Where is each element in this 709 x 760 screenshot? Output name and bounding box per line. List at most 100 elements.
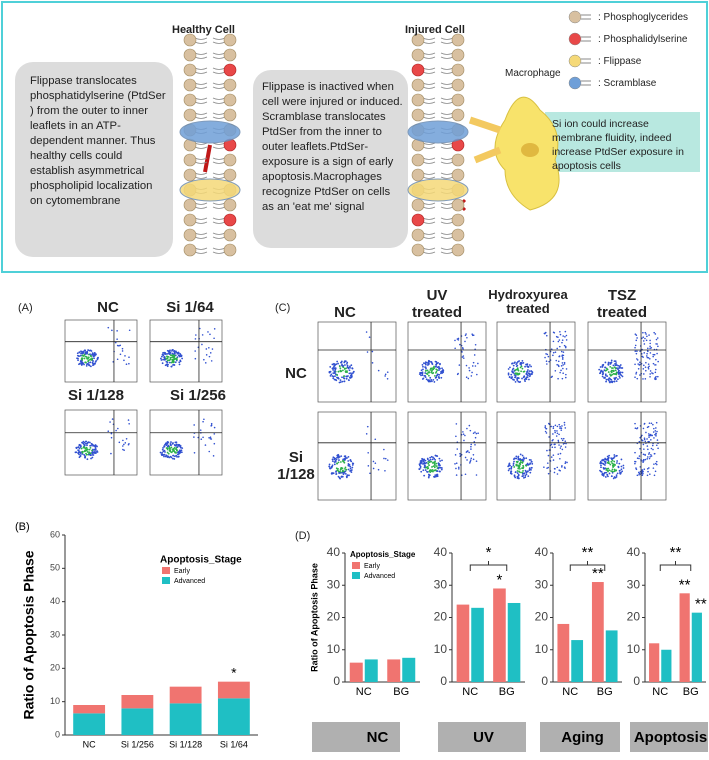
flow-dot (351, 466, 354, 469)
significance: ** (695, 596, 707, 613)
flow-dot (526, 373, 529, 376)
flow-dot (655, 433, 658, 435)
flow-dot (351, 462, 354, 465)
flow-dot (419, 465, 422, 468)
flow-dot (465, 364, 468, 367)
lipid-head (223, 168, 237, 182)
flow-dot (553, 332, 556, 334)
flow-dot (116, 330, 118, 332)
flow-dot (422, 469, 425, 472)
flow-dot (174, 361, 177, 364)
flow-dot (344, 470, 347, 473)
bar-segment (169, 686, 202, 704)
flow-dot (557, 360, 560, 363)
flow-dot (384, 375, 386, 377)
flow-dot (609, 463, 612, 466)
flow-dot (653, 463, 655, 465)
macrophage-label: Macrophage (505, 68, 561, 79)
flow-dot (620, 465, 623, 468)
flow-dot (77, 446, 80, 449)
flow-dot (601, 375, 604, 378)
flow-dot (471, 333, 473, 335)
lipid-head (451, 243, 465, 257)
flow-dot (210, 360, 213, 362)
flow-dot (603, 369, 606, 372)
flow-dot (425, 369, 427, 372)
flow-dot (384, 457, 387, 460)
y-axis-label: Ratio of Apoptosis Phase (21, 550, 37, 719)
flow-dot (163, 351, 166, 354)
flow-dot (337, 377, 340, 380)
flow-dot (645, 361, 647, 364)
flow-dot (615, 372, 618, 375)
panel-label: (C) (275, 302, 291, 314)
flow-dot (516, 470, 519, 472)
flow-dot (634, 462, 636, 465)
flow-dot (435, 462, 438, 465)
flow-dot (647, 425, 650, 428)
flow-dot (181, 447, 184, 450)
flow-dot (469, 429, 472, 432)
flow-dot (440, 376, 443, 379)
flow-dot (339, 461, 342, 463)
flow-dot (86, 363, 88, 366)
flow-dot (89, 361, 92, 364)
flow-dot (79, 452, 82, 455)
flow-dot (604, 376, 607, 379)
flow-dot (462, 357, 465, 359)
flow-dot (516, 377, 519, 380)
flow-dot (642, 368, 645, 370)
flow-dot (427, 460, 430, 463)
group-label: NC (367, 729, 389, 746)
flow-dot (550, 425, 552, 428)
flow-dot (424, 459, 427, 462)
flow-dot (339, 470, 341, 473)
flow-dot (607, 363, 610, 366)
flow-dot (618, 375, 621, 378)
flow-dot (213, 433, 216, 435)
flow-dot (607, 459, 610, 462)
flow-dot (557, 441, 560, 443)
significance: ** (592, 565, 604, 582)
flow-dot (437, 467, 440, 470)
flow-dot (347, 468, 350, 471)
flow-dot (213, 442, 216, 445)
lipid-head (183, 228, 197, 242)
flow-dot (601, 371, 604, 374)
flow-dot (657, 447, 659, 450)
flow-dot (512, 367, 515, 370)
flow-dot (642, 378, 644, 380)
flow-dot (213, 337, 215, 340)
flow-dot (420, 461, 423, 463)
flow-dot (171, 352, 174, 355)
flow-dot (634, 376, 636, 379)
bar (661, 649, 672, 682)
flow-dot (166, 365, 169, 368)
healthy-text-box (15, 62, 173, 257)
flow-dot (646, 445, 649, 447)
flow-dot (163, 445, 166, 448)
flow-dot (431, 369, 433, 371)
flow-dot (164, 451, 166, 453)
flow-dot (92, 444, 94, 447)
flow-dot (513, 466, 516, 468)
flow-dot (639, 361, 641, 364)
flow-dot (524, 476, 527, 479)
flow-dot (432, 456, 434, 459)
flow-dot (434, 475, 437, 478)
flow-dot (165, 360, 168, 363)
flow-dot (420, 369, 423, 372)
flow-dot (508, 467, 511, 470)
flow-dot (650, 453, 652, 456)
flow-dot (545, 360, 548, 362)
flow-dot (175, 350, 177, 353)
group-box (312, 722, 400, 752)
flow-dot (194, 338, 197, 340)
membrane-protein (179, 178, 241, 202)
flow-plot (496, 411, 576, 501)
flow-dot (91, 453, 94, 456)
flow-dot (609, 373, 611, 376)
lipid-head (223, 108, 237, 122)
flow-dot (89, 441, 91, 444)
flow-dot (371, 362, 374, 364)
